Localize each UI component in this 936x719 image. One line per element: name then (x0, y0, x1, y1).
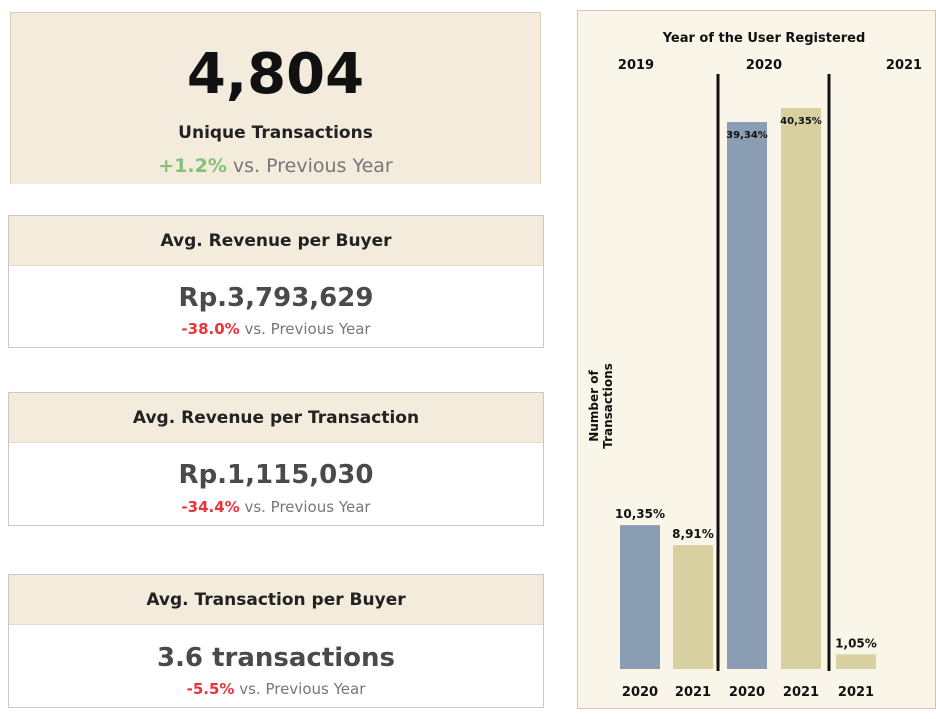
card-delta-suffix: vs. Previous Year (239, 498, 371, 516)
card-title: Avg. Revenue per Transaction (9, 393, 543, 443)
x-tick-label: 2020 (729, 685, 765, 700)
x-tick-label: 2021 (838, 685, 874, 700)
kpi-value: 4,804 (186, 42, 365, 107)
group-header: 2021 (886, 58, 922, 73)
card-delta: -34.4% (181, 498, 240, 516)
bar (620, 525, 660, 669)
kpi-label: Unique Transactions (178, 123, 373, 143)
card-delta-suffix: vs. Previous Year (239, 320, 371, 338)
group-header: 2020 (746, 58, 782, 73)
bar (673, 545, 713, 669)
kpi-delta: +1.2% (158, 155, 227, 177)
card-title: Avg. Transaction per Buyer (9, 575, 543, 625)
card-delta-suffix: vs. Previous Year (234, 680, 366, 698)
transactions-bar-chart: Year of the User Registered Number ofTran… (587, 31, 922, 700)
bar (781, 108, 821, 669)
x-tick-label: 2020 (622, 685, 658, 700)
card-delta-line: -5.5% vs. Previous Year (9, 680, 543, 698)
chart-title: Year of the User Registered (662, 31, 866, 46)
card-delta: -38.0% (181, 320, 240, 338)
x-tick-label: 2021 (675, 685, 711, 700)
data-label: 40,35% (780, 116, 822, 127)
data-label: 8,91% (672, 527, 714, 541)
card-delta-line: -38.0% vs. Previous Year (9, 320, 543, 338)
kpi-delta-suffix: vs. Previous Year (226, 155, 393, 177)
bar (836, 654, 876, 669)
data-label: 39,34% (726, 130, 768, 141)
card-value: Rp.1,115,030 (178, 460, 374, 490)
card-title: Avg. Revenue per Buyer (9, 216, 543, 266)
card-value: 3.6 transactions (156, 643, 396, 673)
card-avg-revenue-per-buyer: Avg. Revenue per Buyer Rp.3,793,629 -38.… (8, 215, 544, 348)
card-avg-transaction-per-buyer: Avg. Transaction per Buyer 3.6 transacti… (8, 574, 544, 708)
chart-panel: Year of the User Registered Number ofTran… (577, 10, 936, 709)
kpi-unique-transactions: 4,804 Unique Transactions +1.2% vs. Prev… (10, 12, 541, 184)
group-header: 2019 (618, 58, 654, 73)
data-label: 10,35% (615, 507, 665, 521)
card-avg-revenue-per-transaction: Avg. Revenue per Transaction Rp.1,115,03… (8, 392, 544, 526)
card-value: Rp.3,793,629 (178, 283, 374, 313)
data-label: 1,05% (835, 636, 877, 650)
kpi-delta-line: +1.2% vs. Previous Year (11, 155, 540, 177)
x-tick-label: 2021 (783, 685, 819, 700)
bar (727, 122, 767, 670)
y-axis-label: Number ofTransactions (587, 363, 615, 449)
card-delta-line: -34.4% vs. Previous Year (9, 498, 543, 516)
card-delta: -5.5% (186, 680, 235, 698)
